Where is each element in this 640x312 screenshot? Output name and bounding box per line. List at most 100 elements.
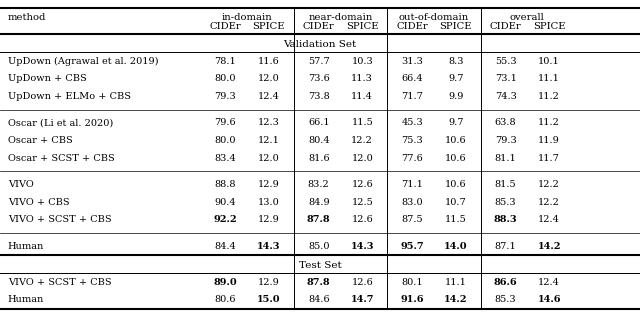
Text: 12.0: 12.0 xyxy=(351,154,373,163)
Text: 84.6: 84.6 xyxy=(308,295,330,304)
Text: Human: Human xyxy=(8,295,44,304)
Text: 83.4: 83.4 xyxy=(214,154,236,163)
Text: 75.3: 75.3 xyxy=(401,136,423,145)
Text: 85.0: 85.0 xyxy=(308,241,330,251)
Text: 63.8: 63.8 xyxy=(495,118,516,127)
Text: 12.6: 12.6 xyxy=(351,180,373,189)
Text: out-of-domain: out-of-domain xyxy=(399,13,469,22)
Text: Oscar + CBS: Oscar + CBS xyxy=(8,136,72,145)
Text: 84.9: 84.9 xyxy=(308,197,330,207)
Text: 88.3: 88.3 xyxy=(494,215,517,224)
Text: 79.3: 79.3 xyxy=(214,92,236,101)
Text: 81.6: 81.6 xyxy=(308,154,330,163)
Text: 78.1: 78.1 xyxy=(214,57,236,66)
Text: 10.6: 10.6 xyxy=(445,180,467,189)
Text: 11.9: 11.9 xyxy=(538,136,560,145)
Text: 55.3: 55.3 xyxy=(495,57,516,66)
Text: 14.7: 14.7 xyxy=(351,295,374,304)
Text: method: method xyxy=(8,13,46,22)
Text: 92.2: 92.2 xyxy=(214,215,237,224)
Text: 79.3: 79.3 xyxy=(495,136,516,145)
Text: 12.4: 12.4 xyxy=(538,278,560,287)
Text: 11.2: 11.2 xyxy=(538,118,560,127)
Text: 11.6: 11.6 xyxy=(258,57,280,66)
Text: 87.8: 87.8 xyxy=(307,278,330,287)
Text: 14.3: 14.3 xyxy=(257,241,280,251)
Text: 11.1: 11.1 xyxy=(445,278,467,287)
Text: 14.0: 14.0 xyxy=(444,241,467,251)
Text: 11.5: 11.5 xyxy=(445,215,467,224)
Text: 12.0: 12.0 xyxy=(258,154,280,163)
Text: 71.7: 71.7 xyxy=(401,92,423,101)
Text: 66.4: 66.4 xyxy=(401,74,423,83)
Text: UpDown (Agrawal et al. 2019): UpDown (Agrawal et al. 2019) xyxy=(8,57,158,66)
Text: VIVO + CBS: VIVO + CBS xyxy=(8,197,69,207)
Text: 8.3: 8.3 xyxy=(448,57,463,66)
Text: 11.5: 11.5 xyxy=(351,118,373,127)
Text: 12.1: 12.1 xyxy=(258,136,280,145)
Text: 9.7: 9.7 xyxy=(448,118,463,127)
Text: 80.0: 80.0 xyxy=(214,74,236,83)
Text: 85.3: 85.3 xyxy=(495,295,516,304)
Text: 12.9: 12.9 xyxy=(258,180,280,189)
Text: 12.5: 12.5 xyxy=(351,197,373,207)
Text: 73.8: 73.8 xyxy=(308,92,330,101)
Text: 11.4: 11.4 xyxy=(351,92,373,101)
Text: 77.6: 77.6 xyxy=(401,154,423,163)
Text: 74.3: 74.3 xyxy=(495,92,516,101)
Text: 10.7: 10.7 xyxy=(445,197,467,207)
Text: 95.7: 95.7 xyxy=(401,241,424,251)
Text: Oscar (Li et al. 2020): Oscar (Li et al. 2020) xyxy=(8,118,113,127)
Text: UpDown + CBS: UpDown + CBS xyxy=(8,74,86,83)
Text: 87.5: 87.5 xyxy=(401,215,423,224)
Text: 80.4: 80.4 xyxy=(308,136,330,145)
Text: 88.8: 88.8 xyxy=(214,180,236,189)
Text: 9.9: 9.9 xyxy=(448,92,463,101)
Text: 12.0: 12.0 xyxy=(258,74,280,83)
Text: 10.1: 10.1 xyxy=(538,57,560,66)
Text: 14.3: 14.3 xyxy=(351,241,374,251)
Text: SPICE: SPICE xyxy=(346,22,378,31)
Text: 14.2: 14.2 xyxy=(538,241,561,251)
Text: 45.3: 45.3 xyxy=(401,118,423,127)
Text: 84.4: 84.4 xyxy=(214,241,236,251)
Text: CIDEr: CIDEr xyxy=(396,22,428,31)
Text: overall: overall xyxy=(510,13,545,22)
Text: near-domain: near-domain xyxy=(308,13,372,22)
Text: 13.0: 13.0 xyxy=(258,197,280,207)
Text: 12.4: 12.4 xyxy=(258,92,280,101)
Text: 81.5: 81.5 xyxy=(495,180,516,189)
Text: 12.4: 12.4 xyxy=(538,215,560,224)
Text: 12.2: 12.2 xyxy=(538,180,560,189)
Text: CIDEr: CIDEr xyxy=(209,22,241,31)
Text: 87.8: 87.8 xyxy=(307,215,330,224)
Text: 10.6: 10.6 xyxy=(445,136,467,145)
Text: CIDEr: CIDEr xyxy=(303,22,335,31)
Text: in-domain: in-domain xyxy=(221,13,273,22)
Text: 12.9: 12.9 xyxy=(258,278,280,287)
Text: 80.6: 80.6 xyxy=(214,295,236,304)
Text: 11.1: 11.1 xyxy=(538,74,560,83)
Text: 90.4: 90.4 xyxy=(214,197,236,207)
Text: VIVO + SCST + CBS: VIVO + SCST + CBS xyxy=(8,278,111,287)
Text: 11.7: 11.7 xyxy=(538,154,560,163)
Text: 73.1: 73.1 xyxy=(495,74,516,83)
Text: 81.1: 81.1 xyxy=(495,154,516,163)
Text: 10.6: 10.6 xyxy=(445,154,467,163)
Text: 12.2: 12.2 xyxy=(538,197,560,207)
Text: 86.6: 86.6 xyxy=(494,278,517,287)
Text: 83.0: 83.0 xyxy=(401,197,423,207)
Text: Human: Human xyxy=(8,241,44,251)
Text: Test Set: Test Set xyxy=(299,261,341,270)
Text: 12.9: 12.9 xyxy=(258,215,280,224)
Text: 73.6: 73.6 xyxy=(308,74,330,83)
Text: 9.7: 9.7 xyxy=(448,74,463,83)
Text: Oscar + SCST + CBS: Oscar + SCST + CBS xyxy=(8,154,115,163)
Text: 12.6: 12.6 xyxy=(351,278,373,287)
Text: VIVO: VIVO xyxy=(8,180,33,189)
Text: 87.1: 87.1 xyxy=(495,241,516,251)
Text: 31.3: 31.3 xyxy=(401,57,423,66)
Text: 91.6: 91.6 xyxy=(401,295,424,304)
Text: 12.2: 12.2 xyxy=(351,136,373,145)
Text: SPICE: SPICE xyxy=(533,22,565,31)
